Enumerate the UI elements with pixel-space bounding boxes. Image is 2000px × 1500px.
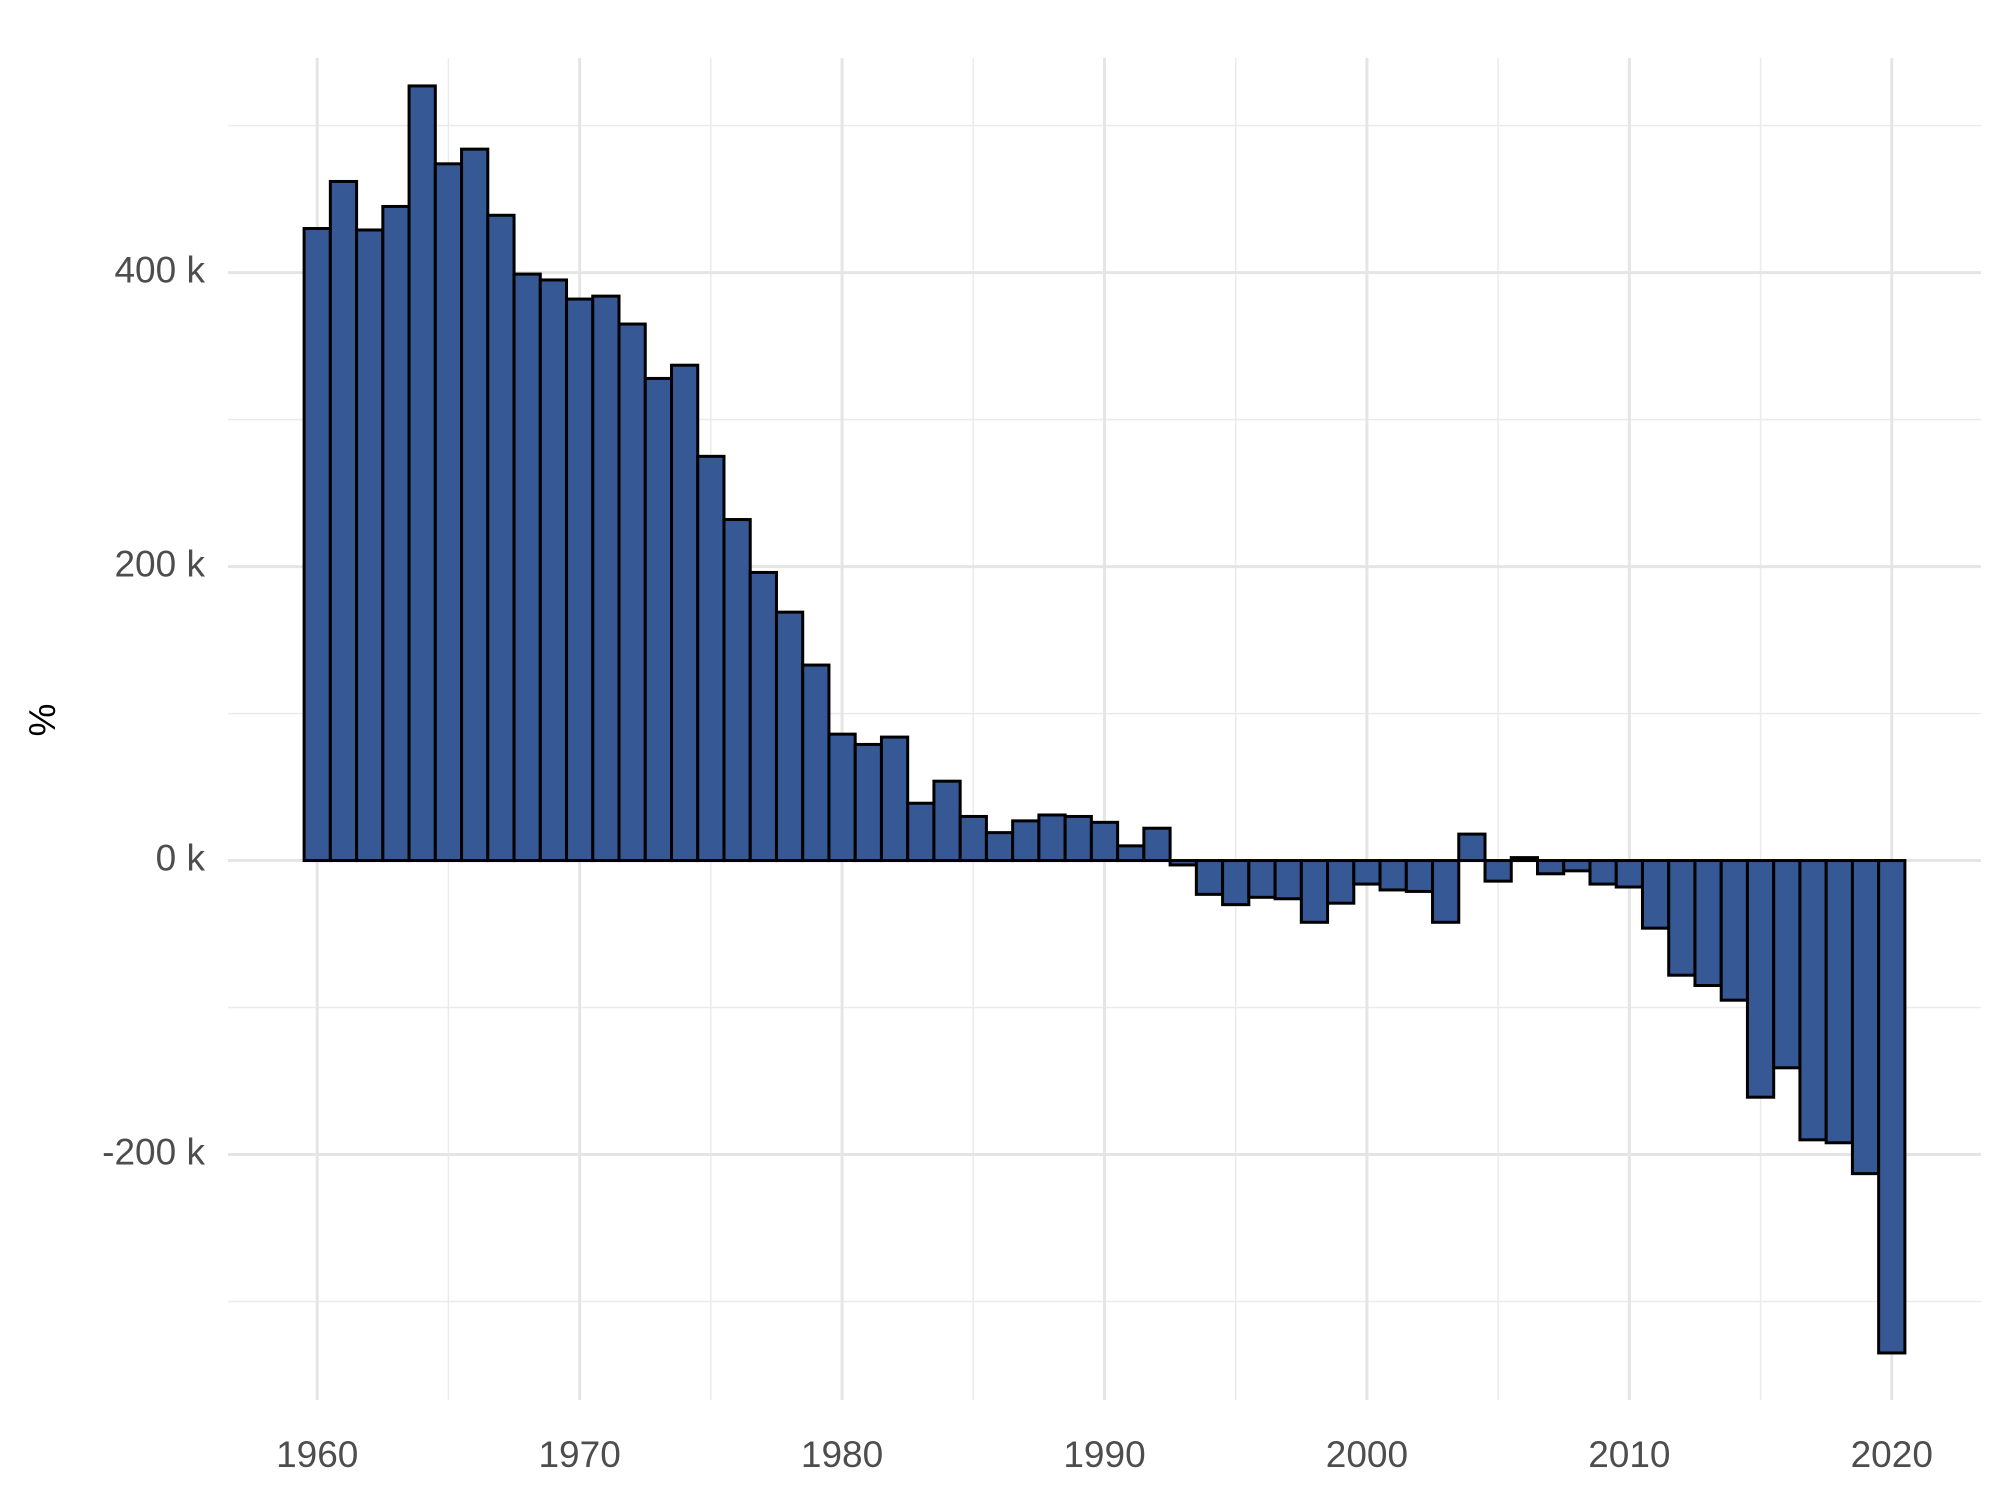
bar — [984, 831, 1015, 863]
bar — [906, 801, 936, 863]
x-tick-label: 1970 — [538, 1434, 620, 1475]
x-tick-label: 2010 — [1588, 1434, 1670, 1475]
x-tick-label: 1980 — [801, 1434, 883, 1475]
bar — [1063, 814, 1093, 863]
bar — [433, 162, 464, 863]
bar — [1247, 859, 1277, 899]
bar — [958, 814, 988, 863]
bar — [1352, 859, 1382, 886]
bar — [879, 735, 910, 863]
bar — [1011, 819, 1041, 863]
bar — [1640, 859, 1671, 930]
bar — [1562, 859, 1592, 873]
bar — [643, 376, 673, 863]
bar — [1089, 820, 1120, 863]
bar — [565, 297, 595, 863]
y-tick-label: 200 k — [114, 543, 205, 584]
bar — [853, 742, 883, 863]
y-tick-label: 0 k — [156, 837, 206, 878]
y-tick-label: 400 k — [114, 249, 205, 290]
bar — [1798, 859, 1828, 1142]
bar — [1588, 859, 1618, 886]
bar — [460, 147, 490, 863]
bar — [1667, 859, 1697, 977]
bar — [1431, 859, 1461, 924]
bar — [1483, 859, 1513, 883]
bar — [1614, 859, 1644, 889]
x-tick-label: 2000 — [1326, 1434, 1408, 1475]
bar — [1194, 859, 1225, 896]
bar — [1326, 859, 1356, 905]
bar — [1273, 859, 1303, 901]
bar — [1877, 859, 1907, 1355]
bar — [302, 227, 332, 863]
bar — [328, 179, 359, 863]
bar — [1457, 832, 1487, 863]
bar — [669, 363, 700, 863]
bar — [355, 228, 385, 863]
bar — [617, 322, 647, 863]
bar — [1509, 856, 1540, 863]
bar — [1772, 859, 1802, 1070]
bar — [1378, 859, 1408, 892]
bar — [1693, 859, 1723, 987]
bar — [407, 84, 437, 863]
bar — [1142, 826, 1172, 863]
bar — [1037, 813, 1067, 863]
x-tick-label: 1990 — [1063, 1434, 1145, 1475]
bar — [827, 732, 857, 863]
bar — [1168, 859, 1198, 867]
x-tick-label: 2020 — [1851, 1434, 1933, 1475]
bar — [381, 204, 411, 863]
bar — [1404, 859, 1435, 893]
bar — [748, 570, 778, 863]
bar — [1116, 844, 1146, 863]
bar — [801, 663, 831, 863]
bar — [486, 213, 516, 863]
bar — [1745, 859, 1776, 1099]
bar — [696, 454, 726, 863]
bar — [722, 518, 752, 863]
bar — [1221, 859, 1251, 907]
bar — [512, 272, 542, 863]
y-axis-label: % — [22, 704, 63, 737]
bar — [1850, 859, 1881, 1176]
x-tick-label: 1960 — [276, 1434, 358, 1475]
bar — [538, 278, 569, 863]
bar — [932, 779, 962, 863]
bar — [1824, 859, 1854, 1145]
bar — [774, 610, 805, 863]
bar — [1299, 859, 1330, 924]
y-tick-label: -200 k — [102, 1131, 205, 1172]
bar — [1719, 859, 1749, 1002]
bar — [591, 294, 621, 863]
bar — [1536, 859, 1566, 876]
